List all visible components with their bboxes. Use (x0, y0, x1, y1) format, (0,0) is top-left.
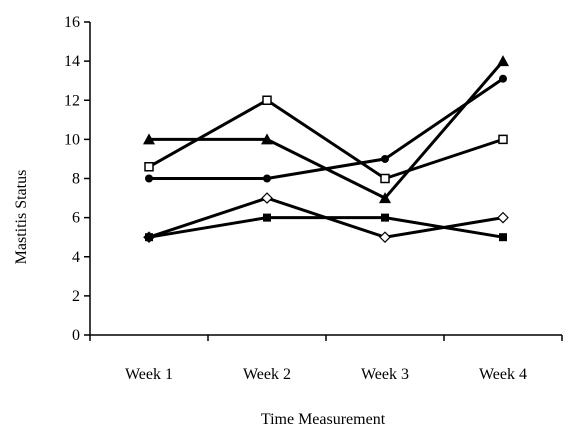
data-point (145, 233, 153, 242)
data-point (261, 192, 273, 204)
data-point (497, 55, 509, 67)
y-tick-label: 14 (64, 53, 80, 70)
data-point (144, 162, 154, 172)
data-point (263, 213, 271, 222)
series-line (148, 216, 504, 239)
x-tick-label: Week 2 (243, 366, 291, 383)
y-axis-title: Mastitis Status (13, 170, 30, 265)
data-point (381, 213, 389, 222)
series-layer (143, 55, 509, 244)
x-tick-label: Week 3 (361, 366, 409, 383)
x-axis-title: Time Measurement (261, 411, 386, 428)
series-2-markers (145, 74, 507, 183)
data-point (262, 95, 272, 105)
y-tick-label: 2 (72, 288, 80, 305)
y-tick-label: 4 (72, 249, 80, 266)
series-2 (149, 77, 504, 180)
x-tick-label: Week 4 (479, 366, 527, 383)
data-point (143, 133, 155, 145)
y-tick-label: 12 (64, 92, 80, 109)
data-point (261, 133, 273, 145)
y-tick-label: 10 (64, 131, 80, 148)
series-1-markers (143, 55, 509, 204)
x-axis-ticks: Week 1 Week 2 Week 3 Week 4 (89, 335, 563, 383)
data-point (379, 192, 391, 204)
data-point (498, 134, 508, 145)
y-axis-ticks: 0 2 4 6 8 10 12 14 16 (64, 14, 90, 344)
series-3 (148, 98, 504, 181)
data-point (497, 211, 509, 224)
data-point (381, 154, 389, 163)
axes (89, 22, 562, 336)
series-5-markers (145, 213, 507, 242)
y-tick-label: 16 (64, 14, 80, 31)
x-tick-label: Week 1 (125, 366, 173, 383)
data-point (380, 173, 390, 184)
data-point (379, 231, 391, 244)
data-point (263, 174, 271, 183)
y-tick-label: 6 (72, 210, 80, 227)
data-point (145, 174, 153, 183)
data-point (499, 233, 507, 242)
series-5 (148, 216, 504, 239)
series-3-markers (144, 95, 508, 184)
y-tick-label: 8 (72, 171, 80, 188)
data-point (499, 74, 507, 83)
series-line (148, 98, 504, 181)
y-tick-label: 0 (72, 327, 80, 344)
series-line (149, 77, 504, 180)
